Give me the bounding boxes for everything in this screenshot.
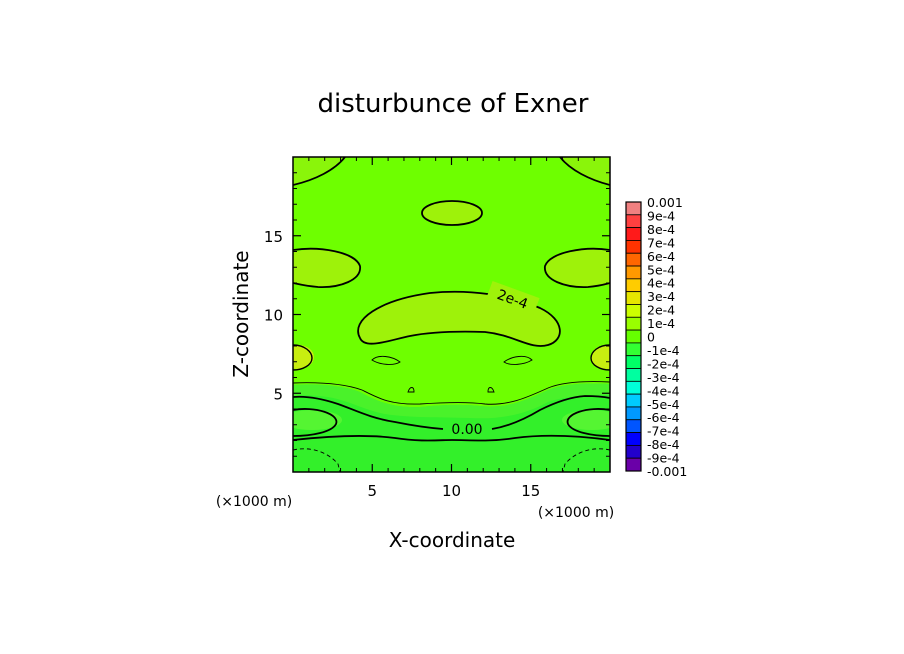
- colorbar-label: -0.001: [647, 464, 687, 479]
- field-high-corner-left: [293, 157, 345, 185]
- colorbar-label: 0: [647, 330, 655, 345]
- chart-title: disturbunce of Exner: [318, 89, 589, 119]
- field-high-left: [293, 249, 360, 287]
- contour-2e-4-left: [293, 247, 361, 288]
- colorbar-cell: [625, 304, 642, 318]
- contour-edge-right: [590, 344, 610, 371]
- contour-1e-4-loop-mid-left: [407, 387, 415, 393]
- colorbar-label: 8e-4: [647, 222, 675, 237]
- field-low-band-top: [293, 383, 610, 419]
- x-axis-label: X-coordinate: [389, 528, 516, 552]
- colorbar-cell: [625, 444, 642, 459]
- contour-1e-4-loop-mid-right: [487, 387, 495, 393]
- y-tick-label: 15: [264, 228, 283, 246]
- x-tick-label: 10: [442, 482, 461, 500]
- colorbar-cell: [625, 329, 642, 344]
- contour-zero-left-lobe: [293, 408, 338, 437]
- field-side-lobe-right: [562, 410, 610, 430]
- colorbar-label: -2e-4: [647, 356, 680, 371]
- colorbar-label: 6e-4: [647, 249, 675, 264]
- field-high-right: [546, 249, 610, 287]
- axis-ticks: 5 10 15 5 10 15: [264, 157, 610, 500]
- colorbar-cell: [625, 393, 642, 408]
- colorbar-cell: [625, 342, 642, 357]
- contour-zero-main-right: [491, 395, 610, 430]
- colorbar-cell: [625, 406, 642, 421]
- colorbar-label: -3e-4: [647, 370, 680, 385]
- colorbar-cell: [625, 201, 642, 216]
- contour-2e-4-arch: [357, 290, 561, 347]
- contour-2e-4-top: [421, 200, 483, 226]
- x-tick-label: 15: [521, 482, 540, 500]
- colorbar-label: 2e-4: [647, 303, 675, 318]
- x-tick-label: 5: [367, 482, 377, 500]
- colorbar-label: 5e-4: [647, 262, 675, 277]
- colorbar-label: 3e-4: [647, 289, 675, 304]
- colorbar-label: 1e-4: [647, 316, 675, 331]
- y-axis-label: Z-coordinate: [229, 250, 253, 377]
- colorbar-label: -8e-4: [647, 437, 680, 452]
- colorbar-label: -9e-4: [647, 451, 680, 466]
- colorbar-cell: [625, 368, 642, 382]
- colorbar-cell: [625, 227, 642, 241]
- contour-neg-left: [293, 448, 341, 472]
- contour-1e-4-loop-right: [503, 355, 533, 365]
- colorbar-cell: [625, 265, 642, 280]
- contour-zero-lower-right: [451, 434, 610, 442]
- colorbar-label: 4e-4: [647, 276, 675, 291]
- contour-label-zero: 0.00: [451, 422, 482, 438]
- contour-zero-main: [293, 395, 444, 430]
- contour-edge-left: [293, 344, 313, 371]
- colorbar-label: -6e-4: [647, 410, 680, 425]
- x-unit-right: (×1000 m): [538, 505, 614, 521]
- contour-2e-4-right: [544, 247, 610, 288]
- contour-zero-right-lobe: [566, 408, 610, 437]
- colorbar-cell: [625, 291, 642, 305]
- field-high-top: [422, 201, 482, 225]
- contour-label-bg-2e-4: [486, 280, 540, 316]
- colorbar-label: 7e-4: [647, 235, 675, 250]
- colorbar-cell: [625, 252, 642, 267]
- x-unit-left: (×1000 m): [216, 494, 292, 510]
- colorbar-frame: [625, 201, 642, 472]
- colorbar-label: -1e-4: [647, 343, 680, 358]
- colorbar-cell: [625, 214, 642, 229]
- field-high-edge-right: [591, 345, 610, 369]
- colorbar-label: 9e-4: [647, 208, 675, 223]
- field-high-corner-right: [560, 157, 610, 185]
- colorbar-cell: [625, 316, 642, 331]
- colorbar-label: -4e-4: [647, 383, 680, 398]
- colorbar-cell: [625, 419, 642, 433]
- colorbar-label: -5e-4: [647, 397, 680, 412]
- colorbar-label: -7e-4: [647, 424, 680, 439]
- contour-1e-4-upper: [293, 381, 610, 405]
- contour-label-bg-zero: [444, 420, 490, 438]
- contour-zero-lower-left: [293, 434, 453, 442]
- colorbar: 0.0019e-48e-47e-46e-45e-44e-43e-42e-41e-…: [625, 195, 687, 479]
- colorbar-cell: [625, 355, 642, 369]
- contour-neg-right: [562, 448, 610, 472]
- colorbar-cell: [625, 278, 642, 293]
- contour-2e-4-corner-left: [293, 157, 346, 186]
- field-high-edge-left: [293, 345, 314, 369]
- heatmap-field: 2e-4 0.00: [293, 157, 610, 472]
- contour-lines: [293, 157, 610, 472]
- colorbar-label: 0.001: [647, 195, 683, 210]
- colorbar-cell: [625, 457, 642, 472]
- colorbar-cell: [625, 240, 642, 254]
- y-tick-label: 5: [273, 385, 283, 403]
- y-tick-label: 10: [264, 307, 283, 325]
- colorbar-cell: [625, 432, 642, 446]
- colorbar-cell: [625, 380, 642, 395]
- contour-1e-4-loop-left: [371, 355, 401, 365]
